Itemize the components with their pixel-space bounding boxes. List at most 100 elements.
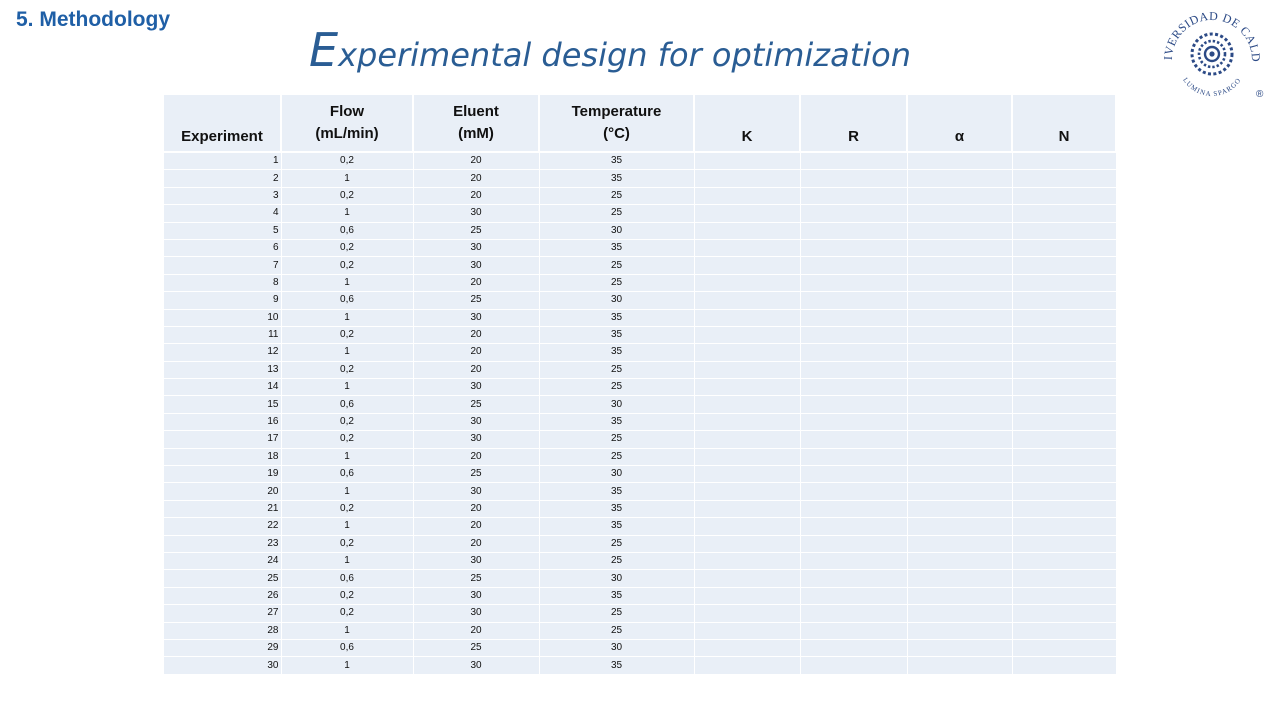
- cell-alpha: [906, 308, 1013, 327]
- cell-r: [799, 482, 908, 501]
- cell-k: [693, 569, 801, 588]
- table-row: 2 1 20 35: [162, 169, 1117, 188]
- cell-n: [1011, 534, 1117, 553]
- cell-n: [1011, 238, 1117, 258]
- cell-temperature: 30: [538, 569, 695, 588]
- table-row: 19 0,6 25 30: [162, 465, 1117, 484]
- table-row: 28 1 20 25: [162, 621, 1117, 640]
- cell-k: [693, 308, 801, 327]
- cell-flow: 0,6: [280, 395, 414, 414]
- cell-alpha: [906, 360, 1013, 380]
- cell-k: [693, 325, 801, 345]
- cell-flow: 0,2: [280, 430, 414, 449]
- cell-k: [693, 447, 801, 467]
- cell-k: [693, 534, 801, 553]
- table-body: 1 0,2 20 35 2 1 20 35 3 0,2 20 25 4 1 30 25 5 0,6 25 30 6 0,2…: [162, 151, 1117, 675]
- cell-n: [1011, 638, 1117, 658]
- cell-alpha: [906, 569, 1013, 588]
- cell-n: [1011, 308, 1117, 327]
- cell-n: [1011, 204, 1117, 223]
- cell-temperature: 30: [538, 291, 695, 310]
- cell-alpha: [906, 430, 1013, 449]
- cell-alpha: [906, 325, 1013, 345]
- cell-r: [799, 238, 908, 258]
- cell-flow: 0,2: [280, 325, 414, 345]
- header-alpha: α: [906, 93, 1013, 153]
- cell-r: [799, 534, 908, 553]
- cell-n: [1011, 360, 1117, 380]
- cell-experiment: 16: [162, 412, 282, 432]
- cell-experiment: 19: [162, 465, 282, 484]
- cell-eluent: 20: [412, 534, 540, 553]
- cell-r: [799, 291, 908, 310]
- cell-r: [799, 586, 908, 606]
- cell-temperature: 30: [538, 638, 695, 658]
- cell-experiment: 6: [162, 238, 282, 258]
- cell-r: [799, 551, 908, 571]
- cell-k: [693, 499, 801, 519]
- table-row: 16 0,2 30 35: [162, 412, 1117, 432]
- cell-alpha: [906, 395, 1013, 414]
- table-row: 8 1 20 25: [162, 273, 1117, 293]
- cell-r: [799, 447, 908, 467]
- cell-experiment: 30: [162, 656, 282, 675]
- cell-temperature: 25: [538, 204, 695, 223]
- cell-n: [1011, 412, 1117, 432]
- cell-experiment: 26: [162, 586, 282, 606]
- table-row: 18 1 20 25: [162, 447, 1117, 467]
- cell-n: [1011, 151, 1117, 171]
- experimental-design-table: Experiment Flow (mL/min) Eluent (mM) Tempe…: [162, 93, 1117, 675]
- cell-eluent: 20: [412, 499, 540, 519]
- cell-experiment: 4: [162, 204, 282, 223]
- cell-eluent: 20: [412, 360, 540, 380]
- cell-eluent: 25: [412, 291, 540, 310]
- cell-k: [693, 412, 801, 432]
- cell-n: [1011, 621, 1117, 640]
- cell-flow: 0,2: [280, 412, 414, 432]
- cell-eluent: 20: [412, 273, 540, 293]
- table-row: 26 0,2 30 35: [162, 586, 1117, 606]
- cell-eluent: 20: [412, 186, 540, 206]
- table-row: 1 0,2 20 35: [162, 151, 1117, 171]
- cell-eluent: 25: [412, 221, 540, 240]
- cell-experiment: 18: [162, 447, 282, 467]
- cell-eluent: 20: [412, 517, 540, 536]
- cell-temperature: 25: [538, 273, 695, 293]
- cell-r: [799, 343, 908, 362]
- table-row: 24 1 30 25: [162, 551, 1117, 571]
- cell-experiment: 12: [162, 343, 282, 362]
- cell-alpha: [906, 517, 1013, 536]
- cell-k: [693, 430, 801, 449]
- slide-title: Experimental design for optimization: [0, 22, 1220, 83]
- cell-n: [1011, 551, 1117, 571]
- cell-temperature: 35: [538, 482, 695, 501]
- cell-r: [799, 169, 908, 188]
- cell-k: [693, 256, 801, 275]
- cell-n: [1011, 395, 1117, 414]
- table-row: 17 0,2 30 25: [162, 430, 1117, 449]
- cell-n: [1011, 430, 1117, 449]
- cell-k: [693, 586, 801, 606]
- cell-experiment: 28: [162, 621, 282, 640]
- cell-flow: 1: [280, 447, 414, 467]
- cell-flow: 0,6: [280, 291, 414, 310]
- cell-temperature: 35: [538, 656, 695, 675]
- cell-alpha: [906, 378, 1013, 397]
- cell-n: [1011, 656, 1117, 675]
- cell-alpha: [906, 256, 1013, 275]
- cell-k: [693, 465, 801, 484]
- cell-r: [799, 256, 908, 275]
- cell-k: [693, 360, 801, 380]
- cell-alpha: [906, 638, 1013, 658]
- cell-alpha: [906, 551, 1013, 571]
- cell-alpha: [906, 656, 1013, 675]
- cell-flow: 1: [280, 204, 414, 223]
- cell-temperature: 35: [538, 412, 695, 432]
- cell-eluent: 30: [412, 378, 540, 397]
- cell-r: [799, 499, 908, 519]
- cell-flow: 0,2: [280, 238, 414, 258]
- cell-temperature: 25: [538, 621, 695, 640]
- cell-temperature: 35: [538, 499, 695, 519]
- cell-eluent: 30: [412, 656, 540, 675]
- cell-r: [799, 360, 908, 380]
